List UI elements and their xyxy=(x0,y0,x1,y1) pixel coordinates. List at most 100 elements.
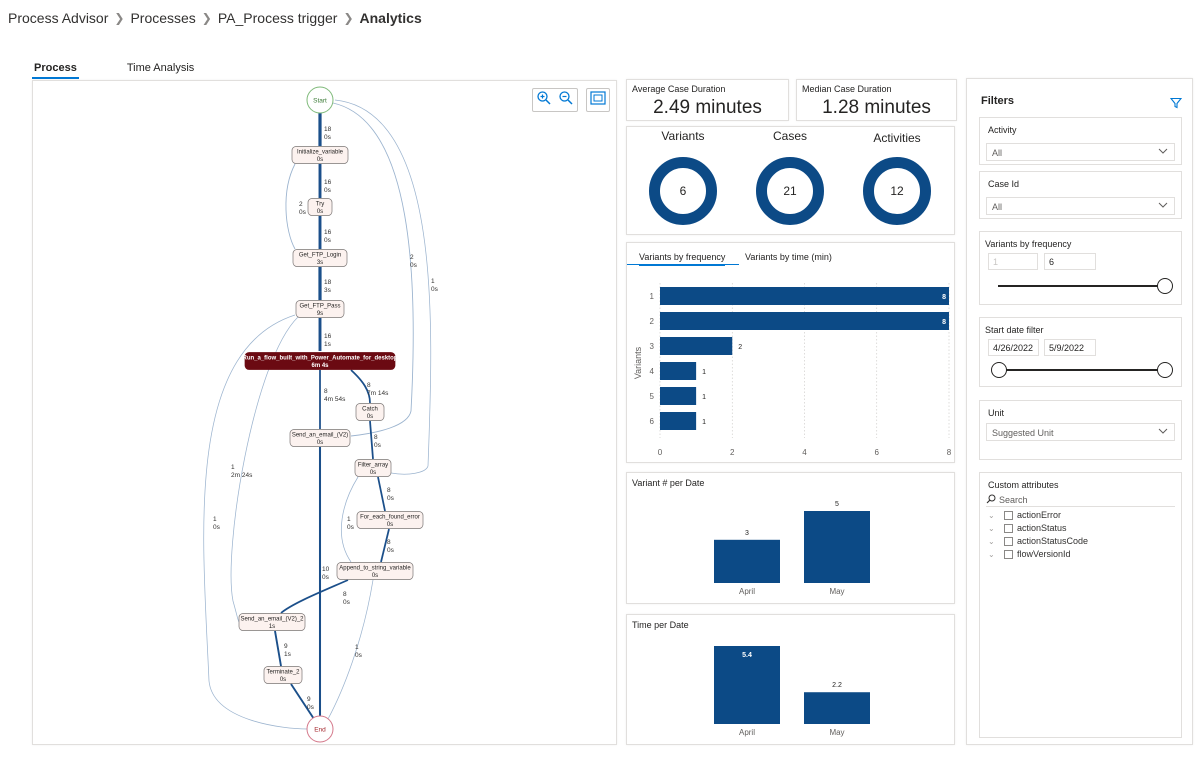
process-edge[interactable] xyxy=(340,476,359,563)
end-node-label: End xyxy=(314,727,326,734)
start-node[interactable] xyxy=(306,86,334,114)
attribute-item[interactable]: ⌄ flowVersionId xyxy=(988,549,1071,559)
edge-count-label: 8 xyxy=(324,388,328,395)
process-edge[interactable] xyxy=(327,579,374,720)
process-edge[interactable] xyxy=(285,163,296,250)
variants-slider-thumb[interactable] xyxy=(1157,278,1173,294)
activity-node[interactable] xyxy=(336,562,414,580)
unit-filter: Unit Suggested Unit xyxy=(979,400,1182,460)
edge-count-label: 16 xyxy=(324,229,332,236)
data-label: 2.2 xyxy=(832,682,842,689)
zoom-out-icon[interactable] xyxy=(558,90,574,111)
bar[interactable] xyxy=(660,312,949,330)
custom-attributes-search[interactable]: Search xyxy=(986,493,1175,507)
start-date-to-input[interactable]: 5/9/2022 xyxy=(1044,339,1096,356)
breadcrumb-process[interactable]: PA_Process trigger xyxy=(217,10,338,26)
activity-node[interactable] xyxy=(292,249,348,267)
edge-count-label: 9 xyxy=(307,696,311,703)
donut-title: Variants xyxy=(661,129,704,143)
process-edge[interactable] xyxy=(280,579,349,614)
bar[interactable] xyxy=(660,362,697,380)
activity-node[interactable] xyxy=(289,429,351,447)
bar[interactable] xyxy=(660,287,949,305)
breadcrumb-process-advisor[interactable]: Process Advisor xyxy=(8,10,109,26)
edge-time-label: 0s xyxy=(299,209,307,216)
donut-ring xyxy=(863,157,931,225)
start-date-from-input[interactable]: 4/26/2022 xyxy=(988,339,1039,356)
case-id-value: All xyxy=(992,202,1003,212)
chevron-down-icon xyxy=(1158,146,1168,158)
time-per-date-title: Time per Date xyxy=(632,620,689,630)
variants-max-input[interactable]: 6 xyxy=(1044,253,1096,270)
date-slider-track[interactable] xyxy=(998,369,1163,371)
case-id-select[interactable]: All xyxy=(986,197,1175,215)
median-duration-value: 1.28 minutes xyxy=(822,97,931,118)
activity-node[interactable] xyxy=(291,146,349,164)
activity-node-time: 0s xyxy=(370,470,376,476)
date-slider-thumb-end[interactable] xyxy=(1157,362,1173,378)
variants-min-input[interactable]: 1 xyxy=(988,253,1038,270)
zoom-in-icon[interactable] xyxy=(536,90,552,111)
activity-node[interactable] xyxy=(244,352,396,370)
edge-time-label: 0s xyxy=(324,237,332,244)
variants-slider-track[interactable] xyxy=(998,285,1163,287)
x-tick-label: 8 xyxy=(947,448,952,457)
attribute-item[interactable]: ⌄ actionStatusCode xyxy=(988,536,1088,546)
tab-variants-by-time[interactable]: Variants by time (min) xyxy=(745,252,832,262)
activity-node[interactable] xyxy=(238,613,306,631)
fit-to-screen-button[interactable] xyxy=(586,88,610,112)
variant-per-date-card: Variant # per Date 3 April 5 May xyxy=(626,472,955,604)
bar[interactable] xyxy=(660,337,733,355)
tab-time-analysis[interactable]: Time Analysis xyxy=(126,62,195,74)
bar[interactable] xyxy=(714,539,780,583)
process-edge[interactable] xyxy=(334,99,432,475)
breadcrumb-processes[interactable]: Processes xyxy=(130,10,196,26)
activity-node[interactable] xyxy=(356,511,424,529)
activity-node-time: 0s xyxy=(317,440,323,446)
checkbox[interactable] xyxy=(1004,523,1013,533)
process-edge[interactable] xyxy=(380,528,390,563)
activity-node[interactable] xyxy=(295,300,345,318)
bar[interactable] xyxy=(714,646,780,724)
edge-count-label: 8 xyxy=(367,382,371,389)
y-tick-label: 4 xyxy=(650,367,655,376)
filter-icon[interactable] xyxy=(1169,96,1183,114)
edge-count-label: 1 xyxy=(355,644,359,651)
attribute-item[interactable]: ⌄ actionError xyxy=(988,510,1061,520)
process-edge[interactable] xyxy=(369,420,374,460)
activity-node-time: 0s xyxy=(372,573,378,579)
process-edge[interactable] xyxy=(332,102,414,437)
date-slider-thumb-start[interactable] xyxy=(991,362,1007,378)
y-tick-label: 1 xyxy=(650,292,655,301)
unit-label: Unit xyxy=(988,408,1005,418)
activity-node[interactable] xyxy=(263,666,303,684)
tab-process[interactable]: Process xyxy=(32,62,79,79)
process-edge[interactable] xyxy=(290,683,315,720)
activity-node[interactable] xyxy=(307,198,333,216)
bar[interactable] xyxy=(804,692,870,724)
activity-node-label: Try xyxy=(316,202,324,208)
activity-select[interactable]: All xyxy=(986,143,1175,161)
checkbox[interactable] xyxy=(1004,549,1013,559)
fit-screen-icon xyxy=(590,90,606,110)
tab-variants-by-frequency[interactable]: Variants by frequency xyxy=(639,252,726,266)
unit-select[interactable]: Suggested Unit xyxy=(986,423,1175,441)
process-edge[interactable] xyxy=(377,476,386,512)
end-node[interactable] xyxy=(306,715,334,743)
activity-node[interactable] xyxy=(354,459,392,477)
edge-time-label: 0s xyxy=(355,652,363,659)
checkbox[interactable] xyxy=(1004,536,1013,546)
process-edge[interactable] xyxy=(203,314,309,730)
bar[interactable] xyxy=(804,511,870,583)
attribute-item[interactable]: ⌄ actionStatus xyxy=(988,523,1067,533)
activity-node-time: 0s xyxy=(317,157,323,163)
checkbox[interactable] xyxy=(1004,510,1013,520)
process-edge[interactable] xyxy=(350,369,371,404)
bar[interactable] xyxy=(660,412,697,430)
process-edge[interactable] xyxy=(274,630,282,667)
data-label: 1 xyxy=(702,369,706,376)
bar[interactable] xyxy=(660,387,697,405)
activity-node[interactable] xyxy=(355,403,385,421)
edge-count-label: 10 xyxy=(322,566,330,573)
